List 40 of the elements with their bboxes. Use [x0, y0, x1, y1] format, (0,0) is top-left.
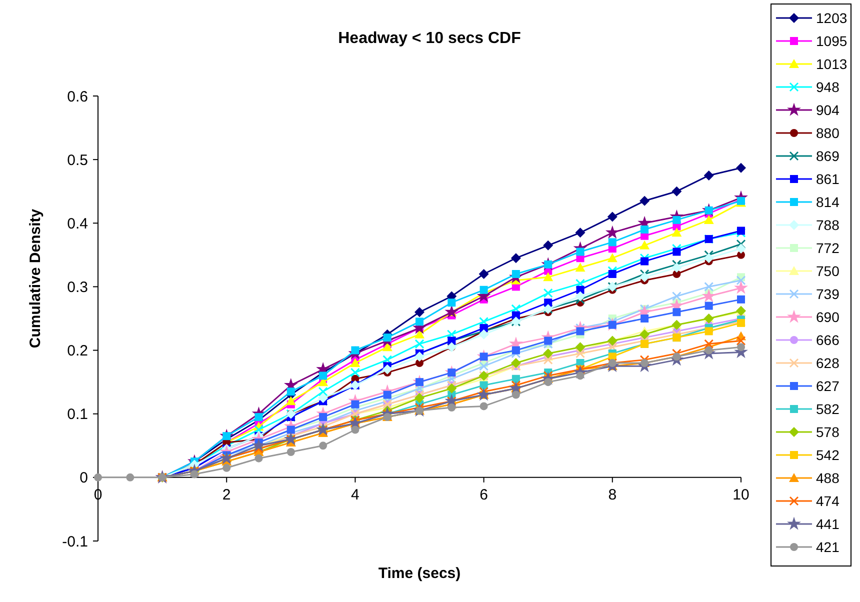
legend-label: 814: [816, 194, 840, 210]
x-tick-label: 8: [608, 486, 617, 504]
y-tick-label: 0.1: [67, 406, 88, 424]
legend-label: 474: [816, 492, 840, 509]
y-tick-label: 0.3: [67, 278, 88, 296]
y-tick-label: 0.2: [67, 342, 88, 360]
legend-label: 861: [816, 170, 840, 187]
legend-label: 542: [816, 446, 840, 463]
legend-label: 582: [816, 400, 840, 417]
legend-label: 627: [816, 378, 840, 394]
legend-label: 421: [816, 538, 840, 555]
legend-label: 750: [816, 262, 840, 279]
legend-label: 772: [816, 240, 840, 256]
y-tick-label: 0.6: [67, 88, 88, 106]
legend-label: 788: [816, 216, 840, 233]
y-tick-label: -0.1: [62, 533, 88, 550]
legend-label: 1013: [816, 56, 848, 72]
legend-label: 904: [816, 102, 840, 118]
legend-label: 628: [816, 354, 840, 371]
legend-label: 666: [816, 332, 840, 348]
y-tick-label: 0: [80, 470, 88, 487]
legend-label: 441: [816, 516, 840, 532]
legend-label: 869: [816, 148, 840, 164]
legend-label: 880: [816, 124, 840, 141]
legend-label: 1203: [816, 10, 848, 26]
x-tick-label: 10: [732, 486, 750, 504]
x-tick-label: 6: [480, 486, 488, 504]
legend-label: 1095: [816, 32, 848, 49]
legend-label: 488: [816, 470, 840, 486]
legend-label: 690: [816, 308, 840, 325]
y-tick-label: 0.4: [67, 215, 88, 232]
chart-title: Headway < 10 secs CDF: [338, 30, 522, 47]
x-tick-label: 2: [222, 486, 231, 504]
y-axis-title: Cumulative Density: [27, 208, 44, 348]
y-tick-label: 0.5: [67, 152, 88, 169]
x-axis-title: Time (secs): [378, 565, 461, 582]
legend-label: 578: [816, 424, 840, 440]
x-tick-label: 4: [351, 486, 360, 504]
legend-label: 739: [816, 286, 840, 302]
legend-label: 948: [816, 78, 840, 95]
